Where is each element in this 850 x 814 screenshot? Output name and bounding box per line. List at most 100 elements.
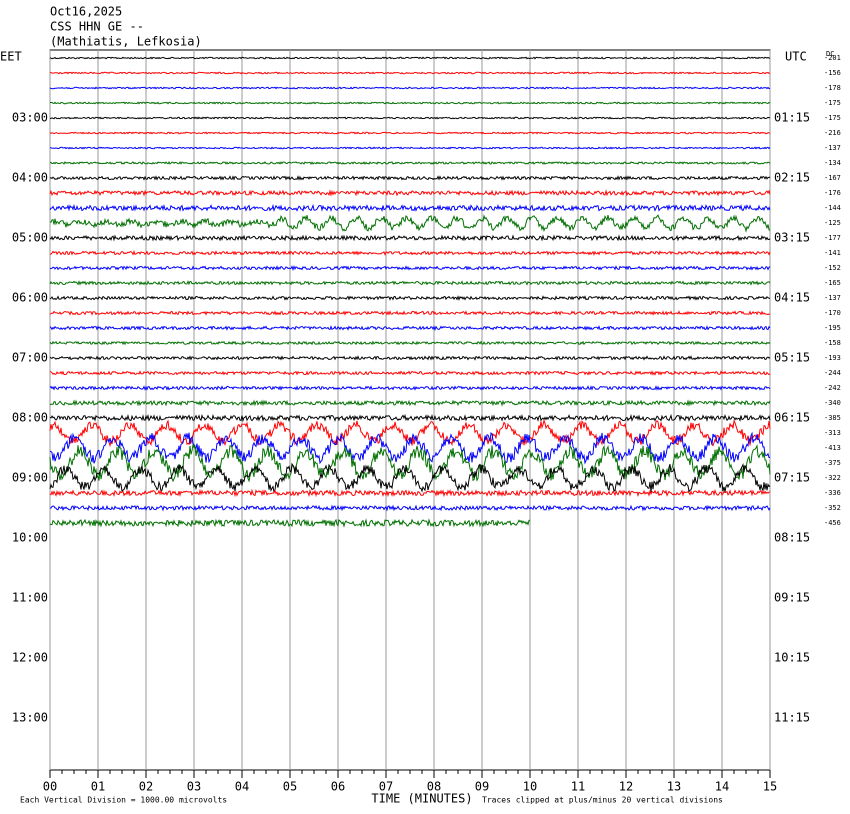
offset-label: -144: [824, 204, 841, 212]
offset-label: -336: [824, 489, 841, 497]
trace: [49, 310, 771, 316]
right-time-label: 09:15: [774, 591, 810, 605]
right-time-label: 03:15: [774, 231, 810, 245]
right-time-label: 07:15: [774, 471, 810, 485]
trace: [49, 131, 771, 135]
offset-header: DC: [826, 50, 834, 58]
trace: [49, 488, 771, 498]
offset-label: -313: [824, 429, 841, 437]
left-time-label: 09:00: [12, 471, 48, 485]
offset-label: -134: [824, 159, 841, 167]
trace: [49, 355, 771, 361]
x-tick-label: 03: [187, 780, 201, 794]
trace: [49, 189, 771, 197]
offset-label: -193: [824, 354, 841, 362]
left-time-label: 03:00: [12, 111, 48, 125]
offset-label: -158: [824, 339, 841, 347]
trace: [49, 203, 771, 213]
offset-label: -177: [824, 234, 841, 242]
offset-label: -375: [824, 459, 841, 467]
offset-label: -178: [824, 84, 841, 92]
trace: [49, 418, 771, 448]
left-time-label: 04:00: [12, 171, 48, 185]
right-zone: UTC: [785, 50, 807, 64]
trace: [49, 340, 771, 346]
trace: [49, 399, 771, 407]
trace: [49, 213, 771, 233]
trace: [49, 175, 771, 181]
trace: [49, 385, 771, 391]
trace: [49, 443, 771, 483]
trace: [50, 249, 771, 256]
offset-label: -137: [824, 144, 841, 152]
x-tick-label: 01: [91, 780, 105, 794]
offset-label: -137: [824, 294, 841, 302]
x-axis-label: TIME (MINUTES): [371, 792, 472, 806]
x-tick-label: 06: [331, 780, 345, 794]
offset-label: -242: [824, 384, 841, 392]
offset-label: -175: [824, 99, 841, 107]
trace: [49, 56, 771, 60]
offset-label: -175: [824, 114, 841, 122]
trace: [49, 370, 771, 376]
left-time-label: 12:00: [12, 651, 48, 665]
x-tick-label: 10: [523, 780, 537, 794]
x-tick-label: 14: [715, 780, 729, 794]
right-time-label: 01:15: [774, 111, 810, 125]
trace: [49, 325, 771, 332]
left-time-label: 10:00: [12, 531, 48, 545]
offset-label: -413: [824, 444, 841, 452]
right-time-label: 08:15: [774, 531, 810, 545]
offset-label: -340: [824, 399, 841, 407]
trace: [49, 71, 771, 75]
x-tick-label: 15: [763, 780, 777, 794]
offset-label: -216: [824, 129, 841, 137]
x-tick-label: 08: [427, 780, 441, 794]
title-line: CSS HHN GE --: [50, 20, 144, 34]
x-tick-label: 13: [667, 780, 681, 794]
offset-label: -141: [824, 249, 841, 257]
x-tick-label: 04: [235, 780, 249, 794]
title-line: Oct16,2025: [50, 5, 122, 19]
plot-frame: [49, 49, 771, 771]
offset-label: -125: [824, 219, 841, 227]
right-time-label: 10:15: [774, 651, 810, 665]
offset-label: -201: [824, 54, 841, 62]
left-time-label: 08:00: [12, 411, 48, 425]
trace: [49, 160, 771, 166]
trace: [49, 462, 771, 494]
trace: [49, 116, 770, 120]
trace: [49, 265, 771, 272]
right-time-label: 02:15: [774, 171, 810, 185]
offset-label: -156: [824, 69, 841, 77]
left-time-label: 11:00: [12, 591, 48, 605]
trace: [50, 146, 771, 150]
offset-label: -152: [824, 264, 841, 272]
x-tick-label: 00: [43, 780, 57, 794]
left-time-label: 06:00: [12, 291, 48, 305]
offset-label: -456: [824, 519, 841, 527]
trace: [49, 234, 771, 242]
offset-label: -176: [824, 189, 841, 197]
trace: [49, 86, 771, 90]
x-tick-label: 02: [139, 780, 153, 794]
title-line: (Mathiatis, Lefkosia): [50, 35, 202, 49]
right-time-label: 11:15: [774, 711, 810, 725]
trace: [49, 431, 770, 465]
right-time-label: 05:15: [774, 351, 810, 365]
offset-label: -165: [824, 279, 841, 287]
trace: [49, 295, 771, 301]
right-time-label: 06:15: [774, 411, 810, 425]
trace: [49, 518, 531, 528]
right-time-label: 04:15: [774, 291, 810, 305]
x-tick-label: 11: [571, 780, 585, 794]
clip-note: Traces clipped at plus/minus 20 vertical…: [482, 796, 723, 805]
offset-label: -170: [824, 309, 841, 317]
x-tick-label: 05: [283, 780, 297, 794]
left-time-label: 05:00: [12, 231, 48, 245]
trace: [49, 101, 771, 105]
trace: [49, 413, 771, 423]
scale-note: Each Vertical Division = 1000.00 microvo…: [20, 796, 227, 805]
